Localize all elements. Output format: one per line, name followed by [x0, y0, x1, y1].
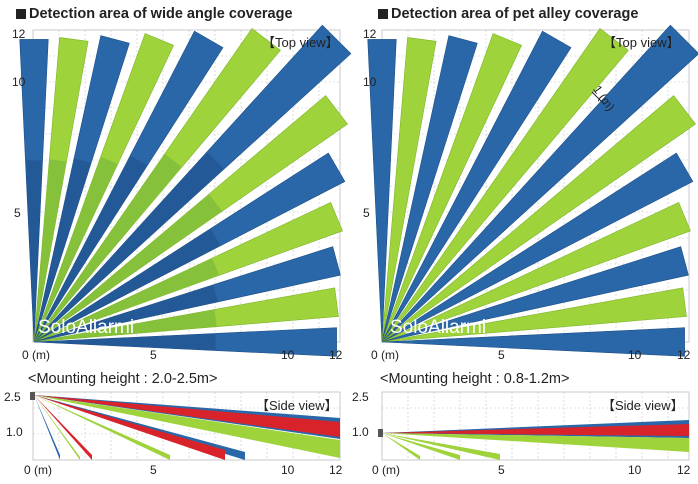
left-x-tick-12: 12	[329, 348, 343, 362]
right-mounting-height: <Mounting height : 0.8-1.2m>	[380, 371, 570, 387]
right-x-tick-5: 5	[498, 348, 505, 362]
detection-beam-green	[33, 287, 339, 343]
side-beam-green	[34, 395, 340, 458]
detection-beam-blue	[381, 30, 572, 343]
detection-beam-inner-zone	[25, 160, 43, 342]
detection-beam-inner-zone	[34, 159, 67, 342]
left-mounting-height: <Mounting height : 2.0-2.5m>	[28, 371, 218, 387]
left-side-y-tick-1-0: 1.0	[6, 425, 23, 439]
left-side-x-tick-5: 5	[150, 463, 157, 477]
right-side-x-tick-10: 10	[628, 463, 642, 477]
left-top-view-label: 【Top view】	[262, 35, 339, 50]
right-side-view-label: 【Side view】	[602, 398, 684, 413]
right-top-view-label: 【Top view】	[603, 35, 680, 50]
detection-beam-green	[381, 287, 687, 343]
sensor-icon	[30, 392, 35, 400]
left-y-tick-12: 12	[12, 27, 26, 41]
side-beam-red	[382, 424, 689, 436]
right-side-y-tick-2-5: 2.5	[352, 390, 369, 404]
detection-beam-inner-zone	[34, 155, 147, 342]
left-side-x-tick-10: 10	[281, 463, 295, 477]
detection-beam-green	[33, 37, 89, 343]
side-beam-green	[382, 433, 460, 460]
left-panel-title: Detection area of wide angle coverage	[16, 6, 293, 22]
side-beam-blue	[34, 395, 60, 460]
left-side-view-label: 【Side view】	[256, 398, 338, 413]
detection-beam-green	[381, 95, 696, 343]
detection-beam-blue	[381, 152, 694, 343]
bullet-square-icon	[378, 9, 388, 19]
detection-beam-green	[381, 28, 629, 343]
left-side-beams	[30, 392, 340, 460]
left-top-view: 12 10 5 0 (m) 5 10 12 【Top view】 SoloAll…	[12, 24, 352, 362]
detection-beam-blue	[367, 39, 397, 343]
side-beam-green	[34, 395, 80, 460]
left-side-x-tick-12: 12	[329, 463, 343, 477]
detection-beam-inner-zone	[34, 154, 182, 342]
left-x-tick-5: 5	[150, 348, 157, 362]
left-side-x-tick-0: 0 (m)	[24, 463, 52, 477]
side-beam-green	[34, 395, 170, 460]
right-title-text: Detection area of pet alley coverage	[391, 6, 639, 22]
side-beam-green	[382, 433, 689, 452]
right-side-x-tick-5: 5	[498, 463, 505, 477]
right-side-x-tick-0: 0 (m)	[372, 463, 400, 477]
left-y-tick-10: 10	[12, 75, 26, 89]
detection-beam-inner-zone	[34, 285, 218, 342]
detection-beam-inner-zone	[34, 229, 221, 342]
detection-beam-inner-zone	[34, 194, 222, 342]
detection-beam-inner-zone	[34, 152, 224, 342]
right-side-view: 2.5 1.0 0 (m) 5 10 12 【Side view】	[352, 390, 691, 477]
detection-beam-blue	[381, 35, 478, 343]
right-top-view: 1 (m) 12 10 5 0 (m) 5 10 12 【Top view】 S…	[363, 24, 698, 362]
right-side-beams	[378, 420, 689, 460]
right-x-tick-10: 10	[628, 348, 642, 362]
right-panel-title: Detection area of pet alley coverage	[378, 6, 638, 22]
right-y-tick-5: 5	[363, 206, 370, 220]
sensor-icon	[378, 429, 383, 437]
detection-beam-inner-zone	[34, 309, 217, 342]
detection-beam-blue	[381, 24, 698, 343]
detection-beam-inner-zone	[34, 333, 216, 351]
detection-beam-green	[381, 33, 523, 343]
right-y-tick-10: 10	[363, 75, 377, 89]
side-beam-blue	[34, 395, 340, 439]
detection-beam-blue	[381, 327, 685, 357]
right-y-tick-12: 12	[363, 27, 377, 41]
side-beam-red	[34, 395, 225, 460]
left-side-view: 2.5 1.0 0 (m) 5 10 12 【Side view】	[4, 390, 343, 477]
side-beam-red	[34, 395, 340, 437]
side-beam-green	[382, 433, 500, 460]
detection-beam-blue	[381, 246, 689, 343]
right-side-y-tick-1-0: 1.0	[352, 425, 369, 439]
right-top-beams	[367, 24, 698, 357]
side-beam-green	[382, 433, 420, 460]
right-x-tick-12: 12	[677, 348, 691, 362]
right-watermark: SoloAllarmi	[390, 317, 486, 338]
right-x-tick-0: 0 (m)	[371, 348, 399, 362]
detection-beam-green	[381, 37, 437, 343]
left-watermark: SoloAllarmi	[38, 317, 134, 338]
annotation-leader-line	[591, 91, 605, 105]
left-top-beams	[19, 24, 352, 357]
left-y-tick-5: 5	[14, 206, 21, 220]
detection-beam-inner-zone	[34, 158, 91, 342]
detection-beam-green	[381, 201, 691, 343]
left-x-tick-0: 0 (m)	[22, 348, 50, 362]
bullet-square-icon	[16, 9, 26, 19]
left-x-tick-10: 10	[281, 348, 295, 362]
right-side-x-tick-12: 12	[677, 463, 691, 477]
side-beam-red	[34, 395, 92, 460]
left-side-y-tick-2-5: 2.5	[4, 390, 21, 404]
left-title-text: Detection area of wide angle coverage	[29, 6, 293, 22]
detection-beam-inner-zone	[34, 258, 219, 342]
detection-beam-inner-zone	[34, 157, 118, 342]
